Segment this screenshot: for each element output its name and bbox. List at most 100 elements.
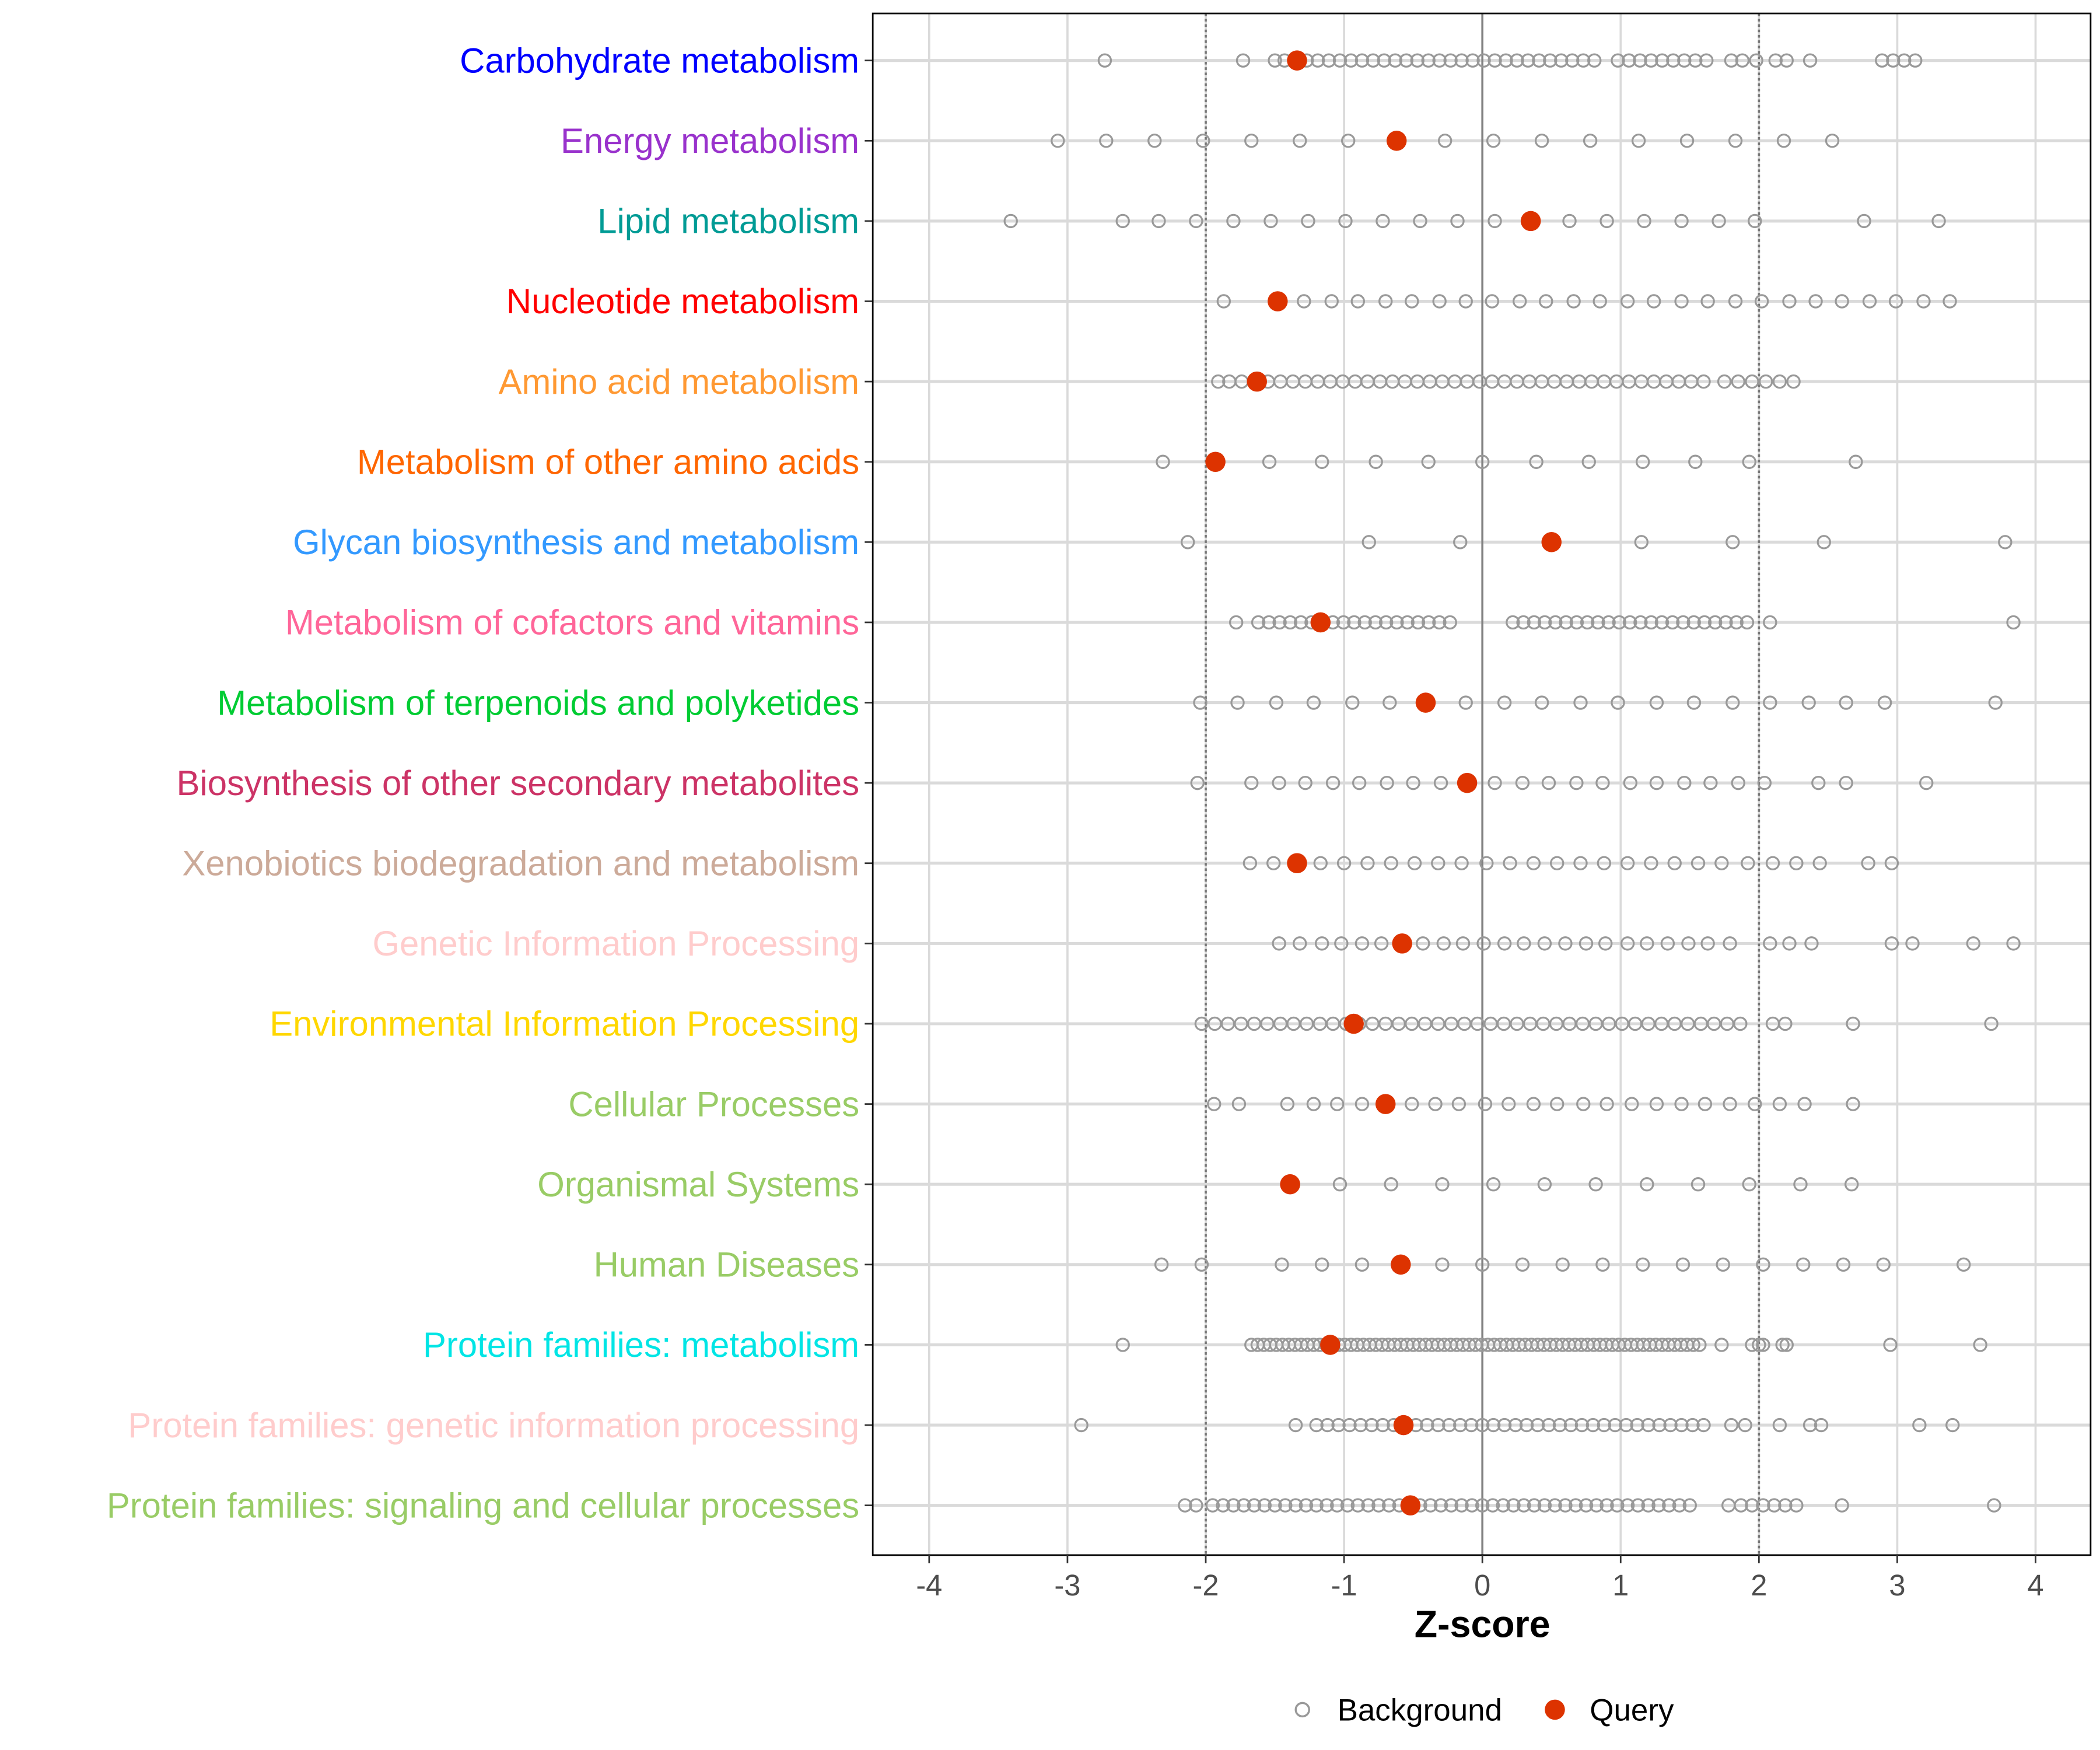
background-point bbox=[1857, 214, 1871, 229]
background-point bbox=[1332, 1177, 1348, 1192]
legend: Background Query bbox=[1294, 1693, 1674, 1727]
category-label: Protein families: metabolism bbox=[423, 1325, 859, 1364]
background-point bbox=[1623, 775, 1638, 790]
background-point bbox=[1592, 294, 1607, 309]
background-point bbox=[1421, 53, 1436, 68]
background-point bbox=[1336, 615, 1351, 630]
background-point bbox=[1266, 856, 1281, 870]
background-point bbox=[1272, 615, 1287, 630]
background-point bbox=[1275, 1257, 1289, 1272]
background-point bbox=[1620, 294, 1635, 309]
background-point bbox=[1685, 1418, 1700, 1433]
background-point bbox=[1839, 695, 1853, 710]
x-tick-label: -4 bbox=[916, 1569, 942, 1602]
background-point bbox=[1443, 615, 1457, 630]
background-point bbox=[1331, 1418, 1346, 1433]
background-point bbox=[1600, 1097, 1614, 1111]
background-point bbox=[1293, 936, 1307, 951]
background-point bbox=[1374, 936, 1389, 951]
background-point bbox=[1436, 936, 1451, 951]
background-point bbox=[1610, 1498, 1625, 1513]
background-point bbox=[1330, 1097, 1345, 1111]
background-point bbox=[1644, 53, 1658, 68]
background-point bbox=[1458, 695, 1473, 710]
background-point bbox=[1410, 615, 1426, 630]
background-point bbox=[1984, 1016, 1999, 1031]
background-point bbox=[1897, 53, 1912, 68]
background-point bbox=[1796, 1257, 1811, 1272]
background-point bbox=[1674, 1097, 1689, 1111]
background-point bbox=[1406, 775, 1420, 790]
background-point bbox=[1152, 214, 1166, 229]
background-point bbox=[1194, 1257, 1209, 1272]
background-point bbox=[1601, 615, 1616, 630]
background-point bbox=[1154, 1257, 1169, 1272]
background-point bbox=[1362, 535, 1376, 550]
background-point bbox=[1368, 615, 1383, 630]
background-point bbox=[1115, 1338, 1130, 1352]
category-row bbox=[1190, 772, 1934, 793]
background-point bbox=[1517, 1498, 1531, 1513]
background-point bbox=[1696, 1418, 1711, 1433]
background-point bbox=[1298, 1498, 1314, 1513]
background-point bbox=[1884, 936, 1899, 951]
category-row bbox=[1194, 1013, 1999, 1034]
background-point bbox=[1846, 1016, 1860, 1031]
background-point bbox=[1454, 53, 1469, 68]
background-point bbox=[1541, 1418, 1556, 1433]
background-point bbox=[1660, 936, 1675, 951]
background-point bbox=[1115, 214, 1130, 229]
background-point bbox=[1207, 1097, 1222, 1111]
background-point bbox=[1475, 454, 1490, 469]
background-point bbox=[1905, 936, 1920, 951]
background-point bbox=[1729, 615, 1744, 630]
background-point bbox=[1432, 53, 1447, 68]
background-point bbox=[1756, 1257, 1770, 1272]
category-rows bbox=[1003, 50, 2021, 1516]
background-point bbox=[1569, 1498, 1583, 1513]
background-point bbox=[1654, 615, 1670, 630]
query-point bbox=[1320, 1335, 1340, 1355]
background-point bbox=[1382, 695, 1397, 710]
query-point bbox=[1268, 291, 1288, 312]
legend-background-label: Background bbox=[1338, 1693, 1502, 1727]
background-point bbox=[1686, 695, 1702, 710]
background-point bbox=[1384, 856, 1398, 870]
background-point bbox=[1432, 615, 1447, 630]
background-point bbox=[1588, 1177, 1603, 1192]
background-point bbox=[1731, 374, 1745, 389]
background-point bbox=[1435, 1257, 1450, 1272]
background-point bbox=[1543, 53, 1558, 68]
background-point bbox=[1527, 615, 1542, 630]
background-point bbox=[1987, 1498, 2001, 1513]
background-point bbox=[1216, 294, 1231, 309]
background-point bbox=[1309, 1418, 1324, 1433]
background-point bbox=[1325, 775, 1340, 790]
background-point bbox=[1765, 856, 1780, 870]
category-label: Biosynthesis of other secondary metaboli… bbox=[177, 764, 860, 803]
background-point bbox=[1503, 856, 1517, 870]
background-point bbox=[1763, 936, 1777, 951]
background-point bbox=[1450, 214, 1465, 229]
background-point bbox=[1228, 615, 1244, 630]
background-point bbox=[1003, 214, 1018, 229]
background-point bbox=[1550, 1097, 1564, 1111]
background-point bbox=[1320, 1418, 1335, 1433]
background-point bbox=[1190, 775, 1205, 790]
background-point bbox=[1574, 1418, 1590, 1433]
background-point bbox=[1211, 374, 1226, 389]
background-point bbox=[1479, 856, 1494, 870]
background-point bbox=[1782, 294, 1797, 309]
background-point bbox=[1611, 695, 1625, 710]
background-point bbox=[1835, 1498, 1849, 1513]
background-point bbox=[1754, 294, 1769, 309]
background-point bbox=[1674, 214, 1689, 229]
background-point bbox=[1846, 1097, 1860, 1111]
category-label: Environmental Information Processing bbox=[270, 1005, 859, 1044]
background-point bbox=[1380, 775, 1394, 790]
background-point bbox=[1455, 936, 1471, 951]
x-tick-label: 1 bbox=[1612, 1569, 1629, 1602]
background-point bbox=[1378, 615, 1394, 630]
background-point bbox=[1420, 1418, 1434, 1433]
background-point bbox=[1688, 53, 1703, 68]
